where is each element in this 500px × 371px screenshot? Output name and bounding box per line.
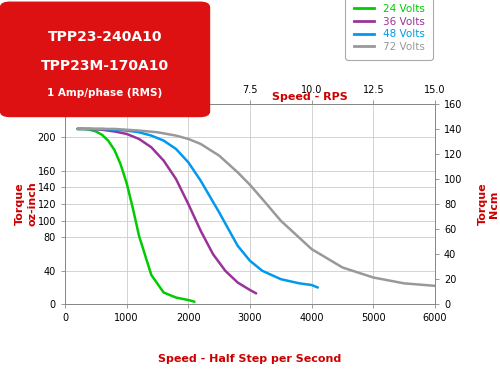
Text: 1 Amp/phase (RMS): 1 Amp/phase (RMS) <box>48 88 162 98</box>
Legend: 24 Volts, 36 Volts, 48 Volts, 72 Volts: 24 Volts, 36 Volts, 48 Volts, 72 Volts <box>348 0 430 57</box>
Text: TPP23M-170A10: TPP23M-170A10 <box>41 59 169 73</box>
Text: Torque: Torque <box>478 183 488 225</box>
FancyBboxPatch shape <box>0 2 210 116</box>
Text: Ncm: Ncm <box>489 190 499 218</box>
Text: oz-inch: oz-inch <box>28 182 38 226</box>
Text: Speed - RPS: Speed - RPS <box>272 92 348 102</box>
Text: Torque: Torque <box>15 183 25 225</box>
Text: Speed - Half Step per Second: Speed - Half Step per Second <box>158 354 342 364</box>
Text: TPP23-240A10: TPP23-240A10 <box>48 30 162 43</box>
